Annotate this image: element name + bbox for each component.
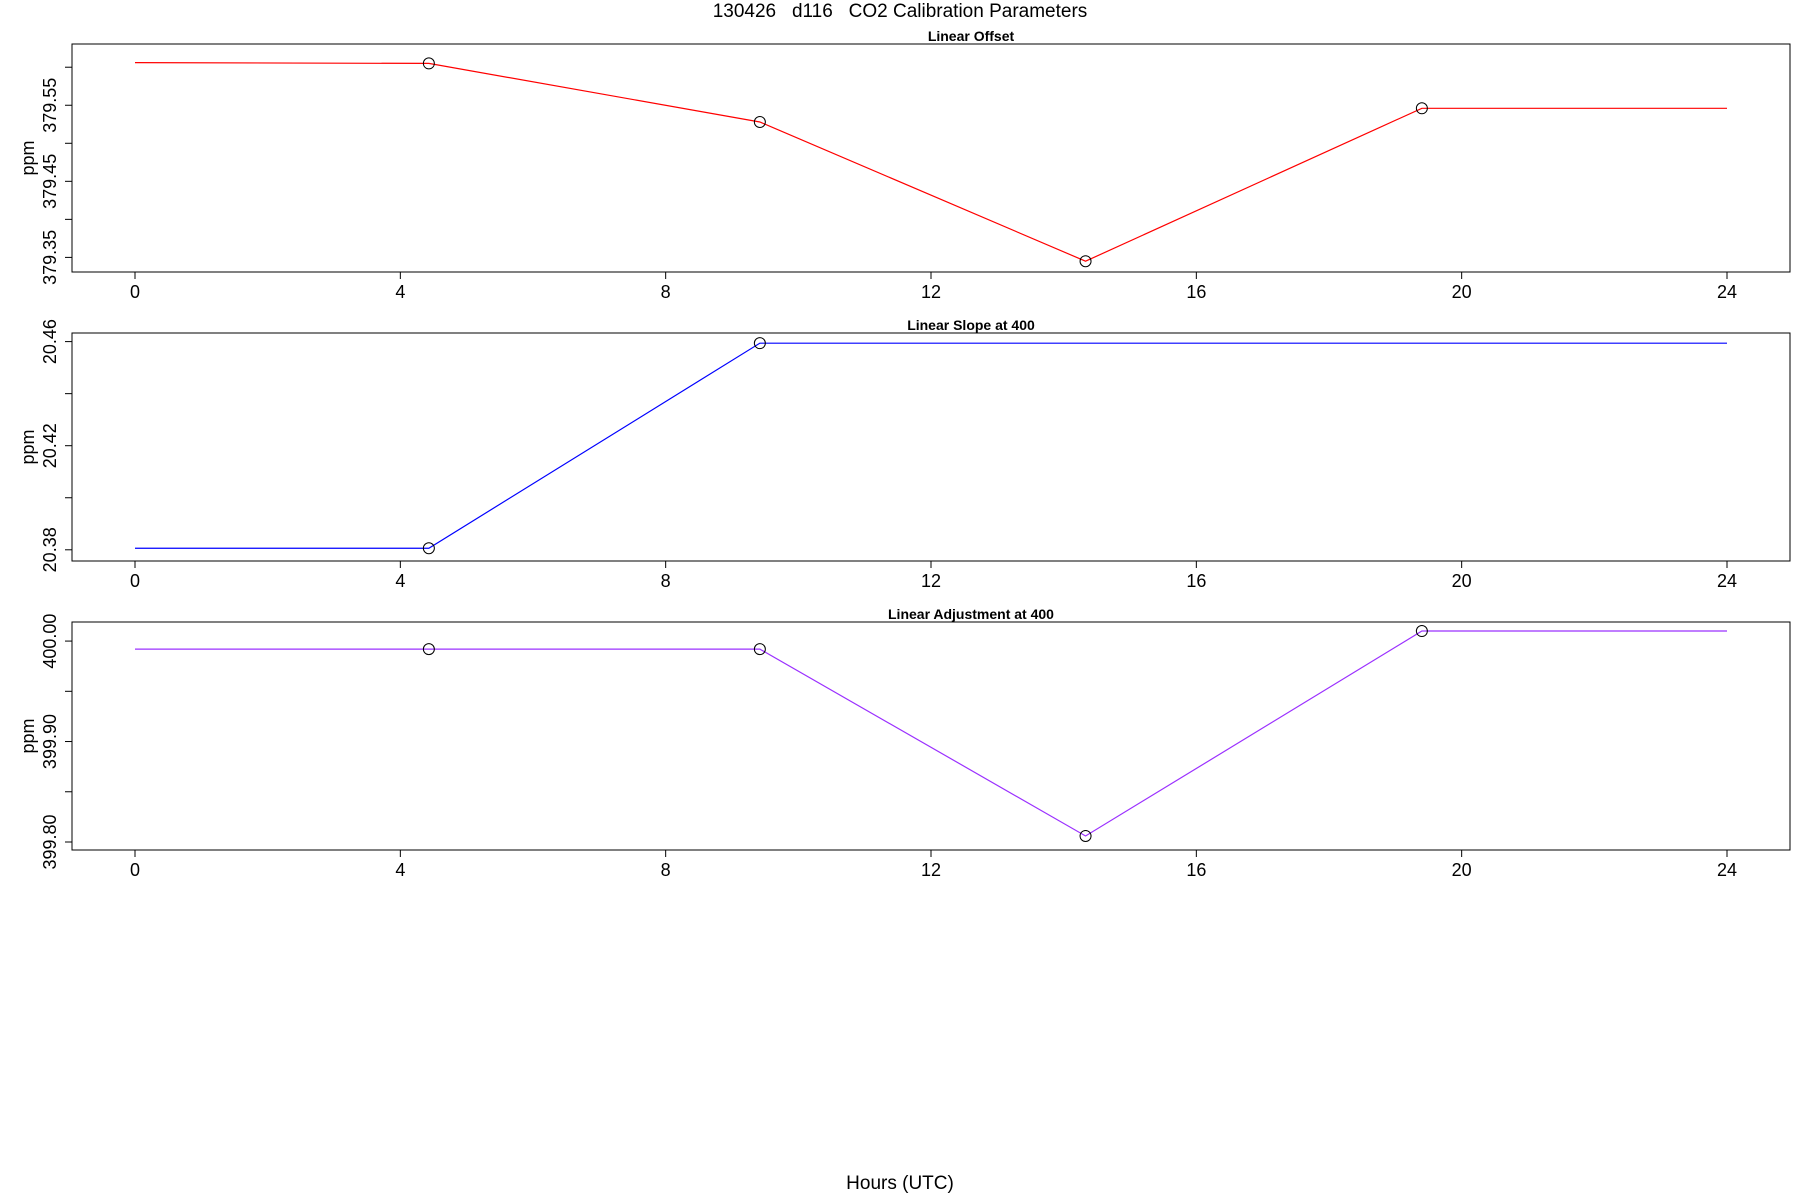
x-tick-label: 12 (921, 860, 941, 880)
data-point (1079, 829, 1092, 842)
x-tick-label: 12 (921, 571, 941, 591)
panel-title: Linear Offset (928, 28, 1015, 44)
y-tick-label: 399.80 (40, 814, 60, 869)
x-tick-label: 16 (1186, 860, 1206, 880)
y-tick-label: 399.90 (40, 714, 60, 769)
x-tick-label: 8 (661, 282, 671, 302)
panel-title: Linear Slope at 400 (907, 317, 1035, 333)
x-tick-label: 4 (395, 571, 405, 591)
x-tick-label: 16 (1186, 571, 1206, 591)
x-tick-label: 20 (1452, 860, 1472, 880)
x-tick-label: 8 (661, 860, 671, 880)
y-tick-label: 20.46 (40, 319, 60, 364)
x-tick-label: 24 (1717, 571, 1737, 591)
plot-frame (71, 43, 1791, 273)
y-axis-label: ppm (18, 140, 38, 175)
plot-frame (71, 332, 1791, 562)
x-tick-label: 20 (1452, 571, 1472, 591)
series-line (135, 342, 1727, 549)
data-point (753, 643, 766, 656)
data-point (753, 337, 766, 350)
data-point (422, 57, 435, 70)
y-axis-label: ppm (18, 718, 38, 753)
y-axis-label: ppm (18, 429, 38, 464)
chart-main-title: 130426 d116 CO2 Calibration Parameters (712, 1, 1088, 22)
y-tick-label: 20.38 (40, 527, 60, 572)
data-point (1079, 255, 1092, 268)
x-tick-label: 0 (130, 571, 140, 591)
y-tick-label: 379.55 (40, 78, 60, 133)
panel-1: Linear Offset 0 4 8 12 16 20 24 379.35 379.45 379.… (18, 28, 1791, 302)
x-tick-label: 4 (395, 282, 405, 302)
data-point (422, 643, 435, 656)
y-tick-label: 400.00 (40, 614, 60, 669)
x-tick-label: 24 (1717, 282, 1737, 302)
x-tick-label: 8 (661, 571, 671, 591)
x-tick-label: 16 (1186, 282, 1206, 302)
x-tick-label: 20 (1452, 282, 1472, 302)
y-tick-label: 379.35 (40, 230, 60, 285)
x-axis-label: Hours (UTC) (846, 1173, 954, 1194)
x-tick-label: 0 (130, 282, 140, 302)
y-tick-label: 20.42 (40, 423, 60, 468)
plot-frame (71, 621, 1791, 851)
data-point (753, 115, 766, 128)
y-tick-label: 379.45 (40, 154, 60, 209)
x-tick-label: 0 (130, 860, 140, 880)
data-point (1415, 625, 1428, 638)
panel-3: Linear Adjustment at 400 0 4 8 12 16 20 24 399.8… (18, 606, 1791, 880)
data-point (1415, 102, 1428, 115)
data-point (422, 542, 435, 555)
x-tick-label: 12 (921, 282, 941, 302)
panel-2: Linear Slope at 400 0 4 8 12 16 20 24 20.38 20.42… (18, 317, 1791, 591)
x-tick-label: 4 (395, 860, 405, 880)
series-line (135, 630, 1727, 837)
panel-title: Linear Adjustment at 400 (888, 606, 1054, 622)
x-tick-label: 24 (1717, 860, 1737, 880)
series-line (134, 62, 1727, 262)
